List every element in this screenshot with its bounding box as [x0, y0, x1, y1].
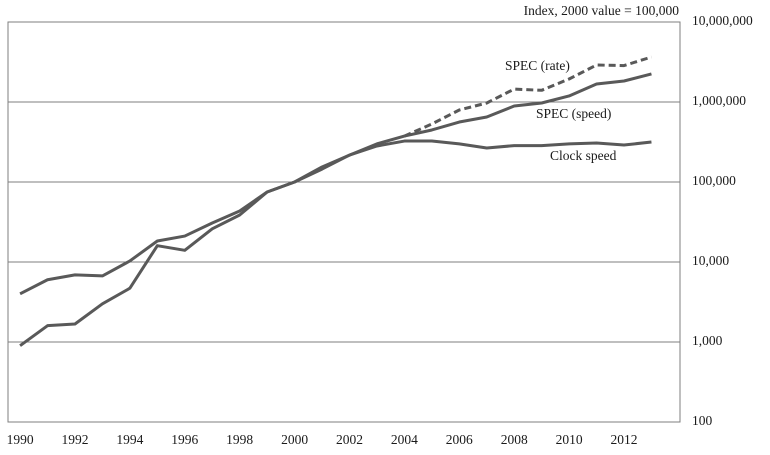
y-tick-label: 1,000,000 [692, 93, 746, 108]
x-tick-label: 2008 [501, 432, 528, 447]
axis-note: Index, 2000 value = 100,000 [524, 3, 680, 18]
series-line [19, 139, 652, 296]
y-tick-label: 10,000 [692, 253, 729, 268]
series-line [403, 55, 652, 138]
series-label: SPEC (speed) [536, 106, 611, 121]
x-tick-label: 1990 [7, 432, 34, 447]
x-tick-label: 1996 [171, 432, 198, 447]
x-tick-label: 1994 [116, 432, 143, 447]
x-tick-label: 2004 [391, 432, 418, 447]
y-tick-label: 100 [692, 413, 713, 428]
y-tick-label: 100,000 [692, 173, 736, 188]
series-label: Clock speed [550, 148, 617, 163]
plot-frame [7, 21, 681, 423]
x-tick-label: 2012 [611, 432, 638, 447]
x-tick-label: 1998 [226, 432, 253, 447]
x-tick-label: 1992 [61, 432, 88, 447]
y-tick-label: 1,000 [692, 333, 723, 348]
y-tick-label: 10,000,000 [692, 13, 753, 28]
x-tick-label: 2002 [336, 432, 363, 447]
x-tick-label: 2000 [281, 432, 308, 447]
series-label: SPEC (rate) [505, 58, 570, 73]
x-tick-label: 2006 [446, 432, 473, 447]
x-tick-label: 2010 [556, 432, 583, 447]
